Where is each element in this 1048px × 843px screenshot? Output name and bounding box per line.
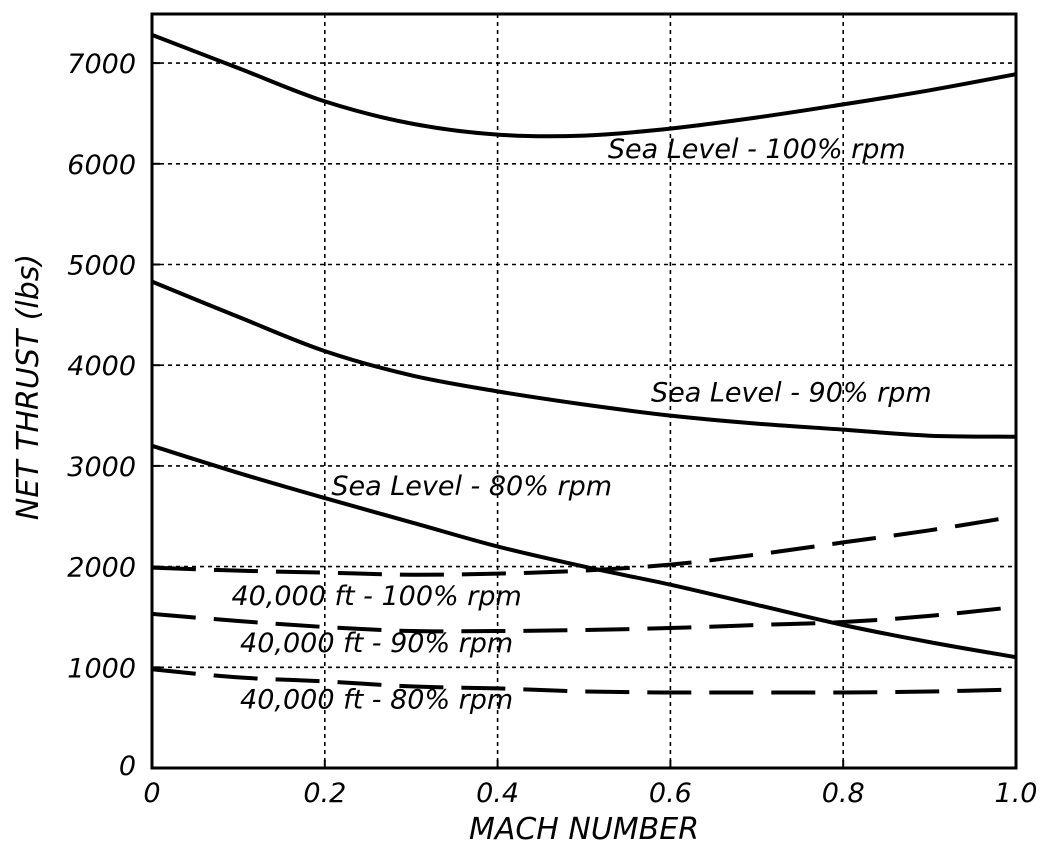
y-tick-label: 3000 (67, 452, 136, 483)
x-tick-label: 0.8 (822, 778, 865, 809)
curve-label-2: Sea Level - 90% rpm (651, 377, 932, 408)
plot-border (150, 12, 1018, 770)
series-line-3 (151, 443, 1017, 660)
plot-frame (150, 12, 1018, 770)
y-axis-title: NET THRUST (lbs) (11, 254, 46, 520)
series-line-4 (151, 514, 1017, 577)
curve-label-5: 40,000 ft - 90% rpm (240, 628, 513, 659)
y-tick-label: 5000 (67, 251, 136, 282)
series-group (151, 33, 1017, 695)
y-tick-label: 0 (119, 751, 136, 782)
y-tick-label: 1000 (67, 653, 136, 684)
y-tick-labels: 0 1000 2000 3000 4000 5000 6000 7000 (67, 49, 136, 782)
x-tick-label: 0 (143, 778, 160, 809)
y-tick-label: 7000 (67, 49, 136, 80)
curve-labels: Sea Level - 100% rpm Sea Level - 90% rpm S… (231, 134, 931, 716)
curve-label-1: Sea Level - 100% rpm (608, 134, 906, 165)
x-tick-label: 1.0 (995, 778, 1038, 809)
series-line-2 (151, 279, 1017, 439)
x-tick-label: 0.2 (303, 778, 346, 809)
series-line-1 (151, 33, 1017, 139)
curve-label-6: 40,000 ft - 80% rpm (240, 685, 513, 716)
series-line-6 (151, 667, 1017, 695)
x-tick-label: 0.4 (476, 778, 519, 809)
y-tick-label: 2000 (67, 553, 136, 584)
x-tick-labels: 0 0.2 0.4 0.6 0.8 1.0 (143, 778, 1037, 809)
x-axis-title: MACH NUMBER (469, 812, 699, 843)
curve-label-4: 40,000 ft - 100% rpm (231, 581, 521, 612)
curve-label-3: Sea Level - 80% rpm (331, 471, 612, 502)
series-line-5 (151, 604, 1017, 634)
x-tick-label: 0.6 (649, 778, 692, 809)
y-tick-label: 4000 (67, 351, 136, 382)
y-tick-label: 6000 (67, 150, 136, 181)
